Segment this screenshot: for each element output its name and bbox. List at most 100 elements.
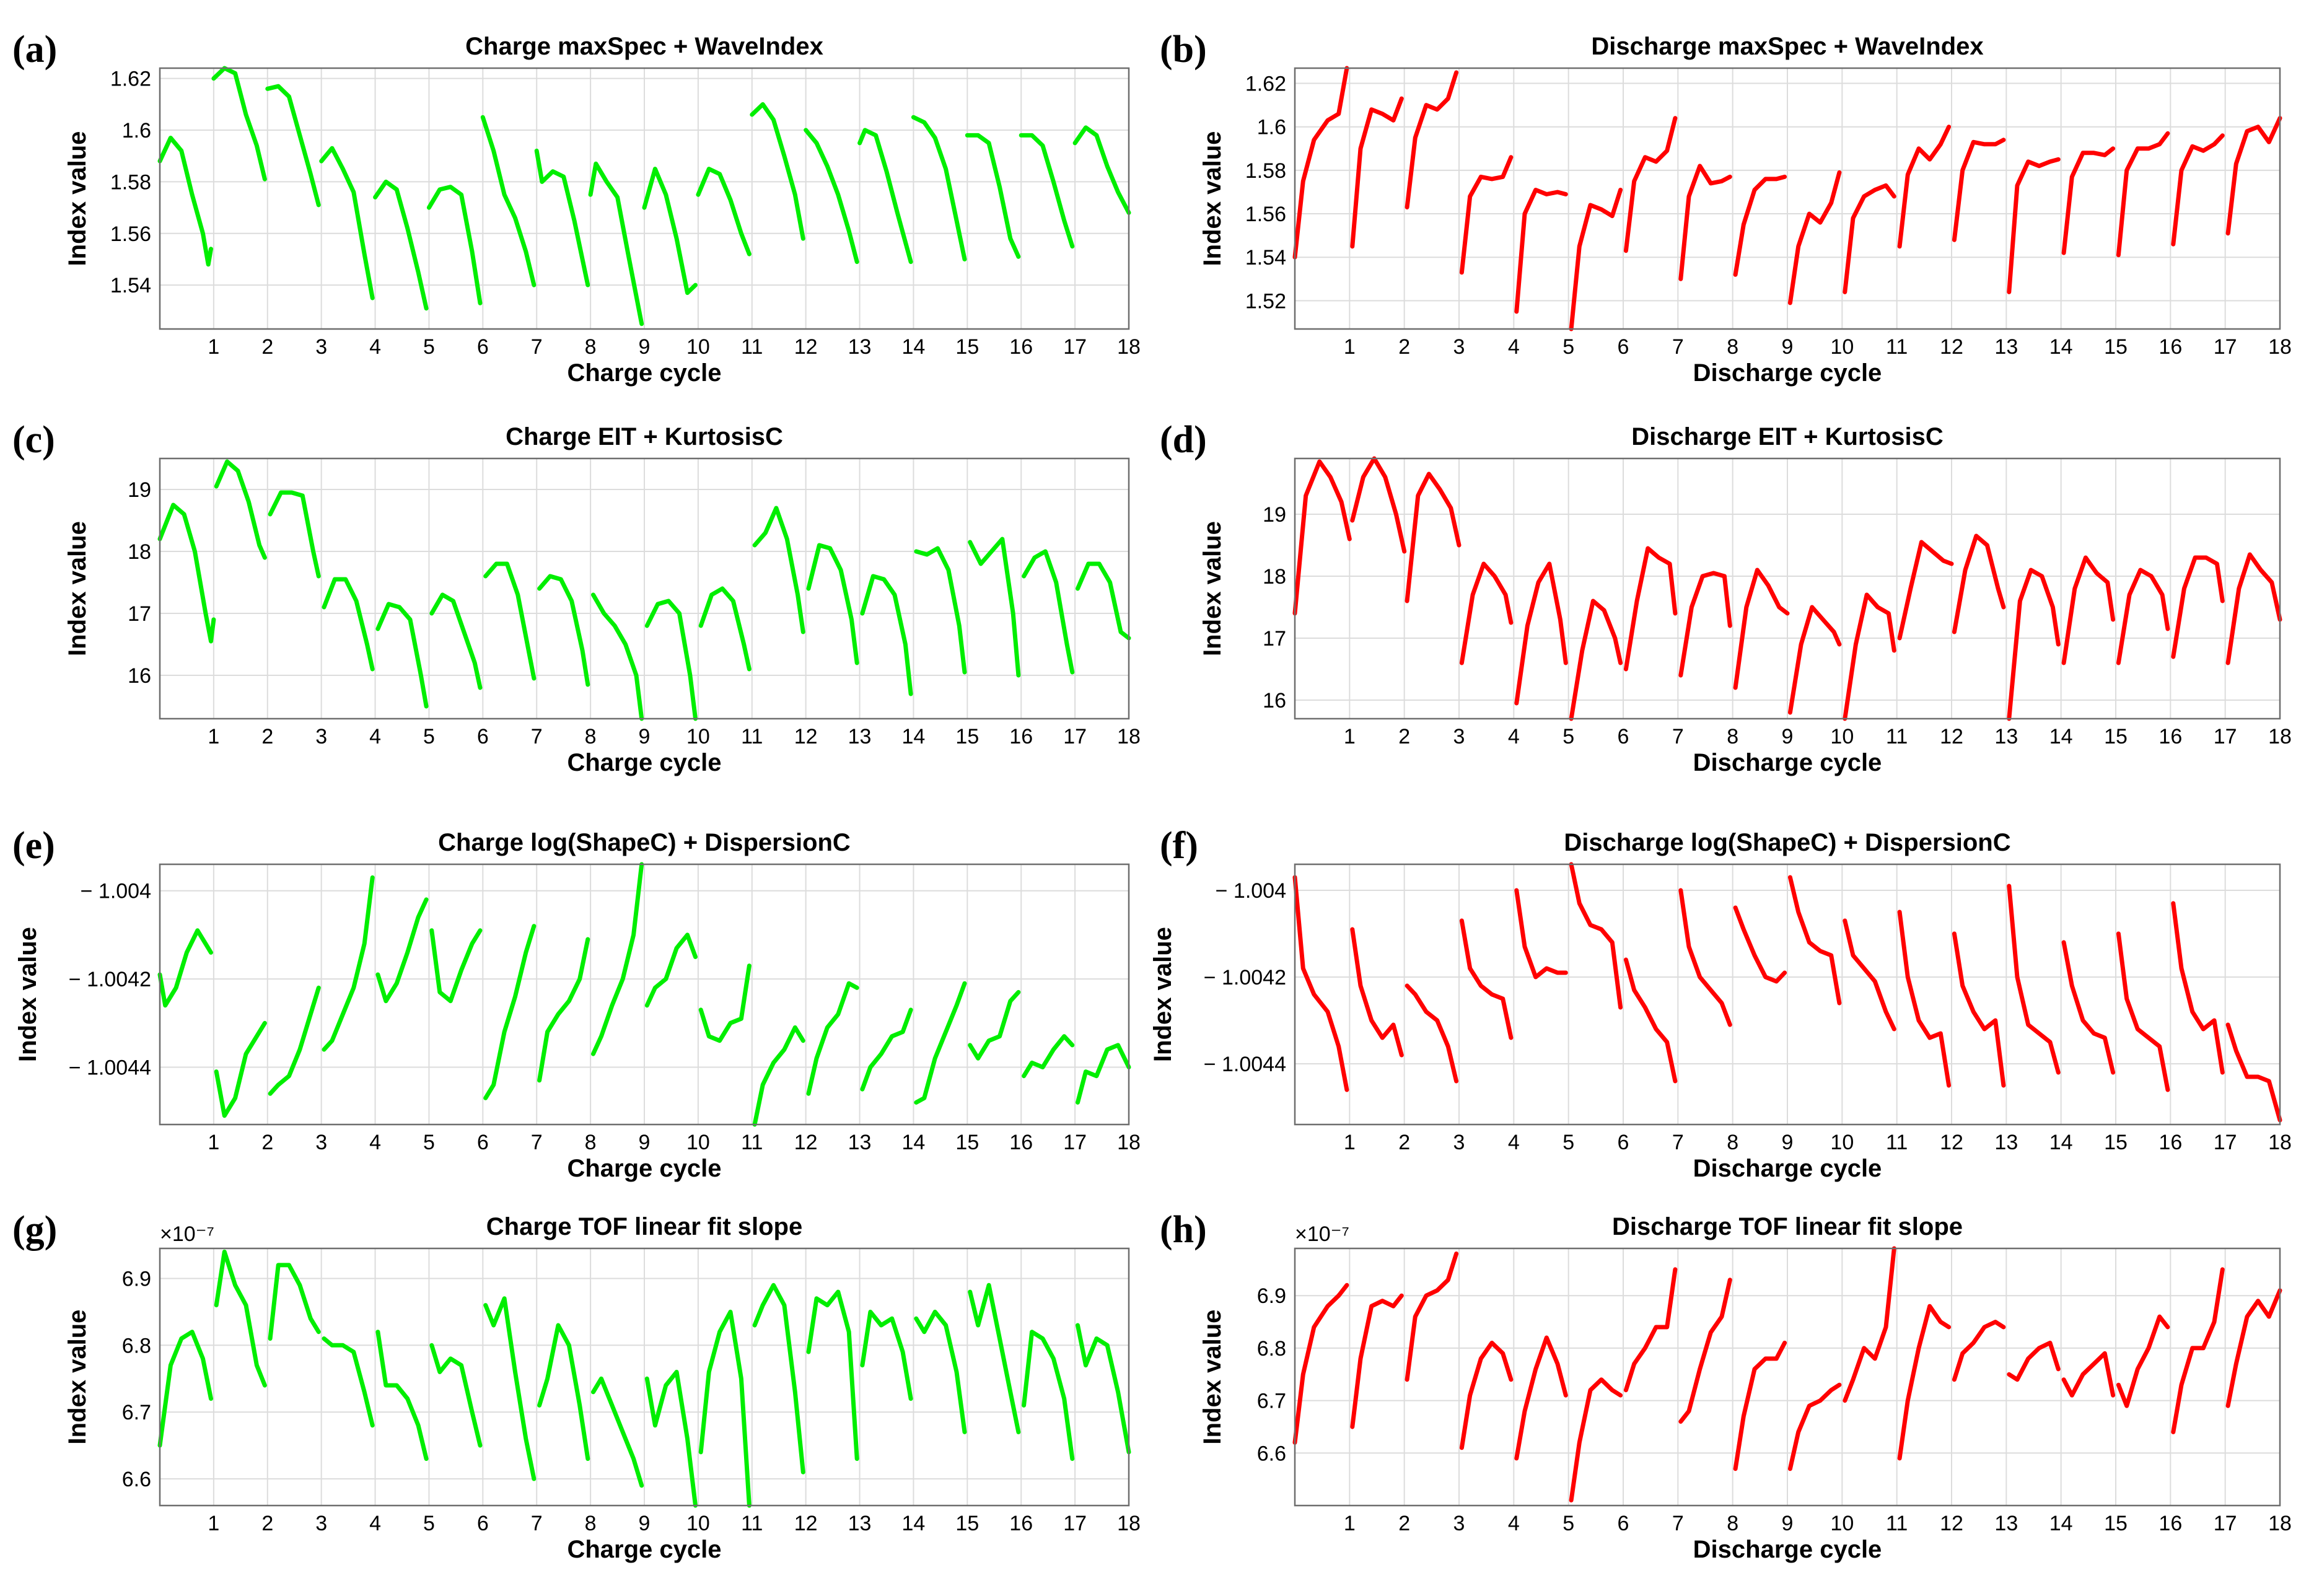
y-axis-label: Index value xyxy=(14,927,42,1062)
series-segment-cycle-18 xyxy=(1076,561,1131,641)
x-tick-label: 14 xyxy=(2049,725,2073,748)
series-segment-cycle-9 xyxy=(1733,905,1787,984)
plot-frame xyxy=(159,863,1130,1126)
x-tick-label: 3 xyxy=(1453,335,1465,359)
x-tick-label: 2 xyxy=(261,1512,273,1535)
y-tick-label: 1.58 xyxy=(110,170,151,194)
y-tick-label: 1.62 xyxy=(110,68,151,91)
series-segment-cycle-15 xyxy=(914,546,967,675)
series-segment-cycle-5 xyxy=(1514,888,1568,980)
x-tick-label: 14 xyxy=(902,1512,926,1535)
x-tick-label: 7 xyxy=(1672,725,1684,748)
series-segment-cycle-1 xyxy=(157,136,213,267)
series-segment-cycle-18 xyxy=(1076,1323,1131,1455)
x-tick-label: 8 xyxy=(1727,1512,1738,1535)
x-tick-label: 13 xyxy=(1994,1512,2018,1535)
x-tick-label: 4 xyxy=(369,1131,381,1154)
x-tick-label: 5 xyxy=(1562,725,1574,748)
series-segment-cycle-17 xyxy=(2171,555,2225,659)
x-tick-label: 8 xyxy=(585,335,597,359)
series-segment-cycle-4 xyxy=(1459,1340,1514,1450)
series-segment-cycle-1 xyxy=(157,502,216,644)
series-segment-cycle-5 xyxy=(375,897,429,1004)
series-segment-cycle-4 xyxy=(322,1336,375,1428)
series-segment-cycle-1 xyxy=(1292,1282,1349,1445)
series-segment-cycle-8 xyxy=(1678,888,1732,1027)
y-tick-label: − 1.0044 xyxy=(1204,1053,1286,1076)
series-segment-cycle-12 xyxy=(1897,540,1954,641)
x-tick-label: 12 xyxy=(1940,725,1963,748)
series-segment-cycle-5 xyxy=(375,602,429,709)
series-segment-cycle-12 xyxy=(752,1025,805,1127)
series-segment-cycle-9 xyxy=(591,862,644,1056)
x-tick-label: 7 xyxy=(1672,1512,1684,1535)
series-segment-cycle-14 xyxy=(860,574,913,696)
x-tick-label: 18 xyxy=(1117,725,1141,748)
x-tick-label: 13 xyxy=(848,725,872,748)
x-tick-label: 14 xyxy=(2049,1131,2073,1154)
x-tick-label: 16 xyxy=(2159,1131,2182,1154)
x-tick-label: 9 xyxy=(639,1512,651,1535)
x-tick-label: 3 xyxy=(315,1131,327,1154)
x-tick-label: 17 xyxy=(1063,725,1087,748)
series-segment-cycle-16 xyxy=(968,1282,1021,1434)
x-tick-label: 4 xyxy=(1508,1512,1520,1535)
x-tick-label: 6 xyxy=(1618,1131,1629,1154)
y-tick-label: 1.54 xyxy=(110,274,151,297)
y-tick-label: 19 xyxy=(128,478,151,502)
y-tick-label: 1.56 xyxy=(110,222,151,246)
x-tick-label: 16 xyxy=(1009,1512,1033,1535)
x-tick-label: 3 xyxy=(1453,1131,1465,1154)
series-segment-cycle-12 xyxy=(1897,1304,1952,1461)
series-segment-cycle-15 xyxy=(2061,555,2116,665)
x-tick-label: 2 xyxy=(1398,335,1410,359)
x-tick-label: 7 xyxy=(531,725,543,748)
x-tick-label: 10 xyxy=(1830,1131,1854,1154)
x-tick-label: 8 xyxy=(585,1131,597,1154)
x-tick-label: 12 xyxy=(1940,335,1963,359)
series-segment-cycle-17 xyxy=(1019,133,1075,249)
series-segment-cycle-2 xyxy=(1350,1293,1404,1429)
y-tick-label: 1.58 xyxy=(1245,159,1286,183)
series-segment-cycle-13 xyxy=(1952,138,2006,242)
y-tick-label: 6.7 xyxy=(1257,1390,1286,1413)
series-segment-cycle-2 xyxy=(211,66,267,182)
chart-title-b: Discharge maxSpec + WaveIndex xyxy=(1591,33,1983,60)
x-tick-label: 15 xyxy=(955,335,979,359)
series-segment-cycle-2 xyxy=(214,1020,267,1118)
series-segment-cycle-1 xyxy=(1292,875,1349,1092)
x-tick-label: 17 xyxy=(1063,1131,1087,1154)
panel-label-a: (a) xyxy=(12,28,57,71)
series-segment-cycle-1 xyxy=(157,928,213,1008)
y-tick-label: − 1.0042 xyxy=(1204,966,1286,989)
x-tick-label: 15 xyxy=(2104,1131,2128,1154)
x-axis-label: Discharge cycle xyxy=(1693,359,1882,387)
x-axis-label: Discharge cycle xyxy=(1693,749,1882,776)
y-tick-label: 18 xyxy=(128,540,151,564)
x-tick-label: 11 xyxy=(1886,1512,1908,1535)
x-tick-label: 4 xyxy=(369,725,381,748)
series-segment-cycle-4 xyxy=(1459,155,1514,275)
panel-label-f: (f) xyxy=(1160,825,1198,867)
series-segment-cycle-3 xyxy=(1405,471,1462,603)
series-segment-cycle-17 xyxy=(1022,1034,1075,1079)
plot-frame xyxy=(159,457,1130,720)
series-segment-cycle-5 xyxy=(1514,188,1568,314)
x-tick-label: 14 xyxy=(902,335,926,359)
series-segment-cycle-14 xyxy=(860,1309,913,1401)
x-tick-label: 17 xyxy=(2214,1131,2237,1154)
x-tick-label: 18 xyxy=(1117,335,1141,359)
series-segment-cycle-7 xyxy=(1623,1267,1678,1393)
series-segment-cycle-12 xyxy=(750,102,805,241)
x-tick-label: 2 xyxy=(261,1131,273,1154)
y-tick-label: 6.8 xyxy=(1257,1337,1286,1361)
series-segment-cycle-12 xyxy=(1897,125,1952,249)
series-segment-cycle-15 xyxy=(914,1309,967,1434)
y-tick-label: 17 xyxy=(1263,627,1286,651)
series-segment-cycle-8 xyxy=(1678,571,1732,678)
series-segment-cycle-4 xyxy=(322,577,375,672)
series-segment-cycle-10 xyxy=(644,1369,698,1508)
series-segment-cycle-8 xyxy=(537,1323,590,1461)
